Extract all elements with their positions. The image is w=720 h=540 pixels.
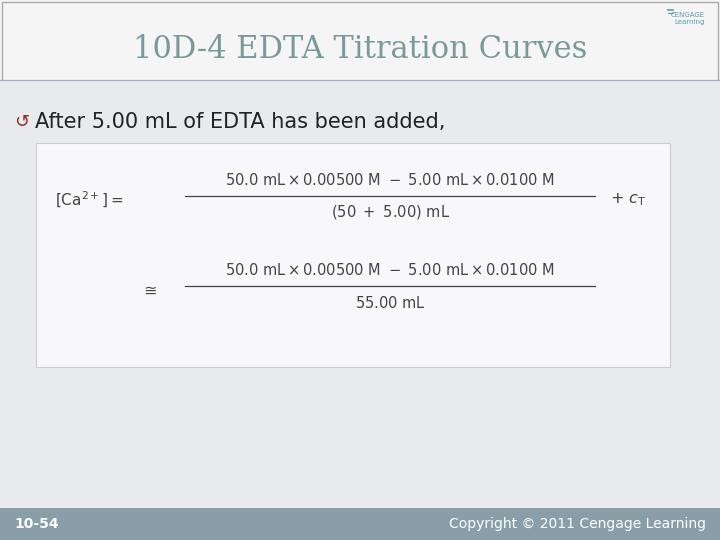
- Text: 10-54: 10-54: [14, 517, 58, 531]
- Text: $[\mathrm{Ca^{2+}}] =$: $[\mathrm{Ca^{2+}}] =$: [55, 190, 124, 210]
- Text: CENGAGE
Learning: CENGAGE Learning: [671, 12, 705, 25]
- Text: $+\ c_\mathrm{T}$: $+\ c_\mathrm{T}$: [610, 192, 647, 208]
- Text: Copyright © 2011 Cengage Learning: Copyright © 2011 Cengage Learning: [449, 517, 706, 531]
- Bar: [0, 508, 720, 540]
- Text: $(50\ +\ 5.00)\ \mathrm{mL}$: $(50\ +\ 5.00)\ \mathrm{mL}$: [330, 203, 449, 221]
- Bar: [0, 0, 720, 80]
- Bar: [0, 80, 720, 510]
- Text: ↺: ↺: [14, 113, 30, 131]
- Text: $\cong$: $\cong$: [140, 281, 156, 299]
- Text: $55.00\ \mathrm{mL}$: $55.00\ \mathrm{mL}$: [354, 295, 426, 311]
- Text: 10D-4 EDTA Titration Curves: 10D-4 EDTA Titration Curves: [132, 35, 588, 65]
- Text: $50.0\ \mathrm{mL} \times 0.00500\ \mathrm{M}\ -\ 5.00\ \mathrm{mL} \times 0.010: $50.0\ \mathrm{mL} \times 0.00500\ \math…: [225, 262, 555, 278]
- Text: $50.0\ \mathrm{mL} \times 0.00500\ \mathrm{M}\ -\ 5.00\ \mathrm{mL} \times 0.010: $50.0\ \mathrm{mL} \times 0.00500\ \math…: [225, 172, 555, 188]
- Text: After 5.00 mL of EDTA has been added,: After 5.00 mL of EDTA has been added,: [35, 112, 446, 132]
- FancyBboxPatch shape: [36, 143, 670, 367]
